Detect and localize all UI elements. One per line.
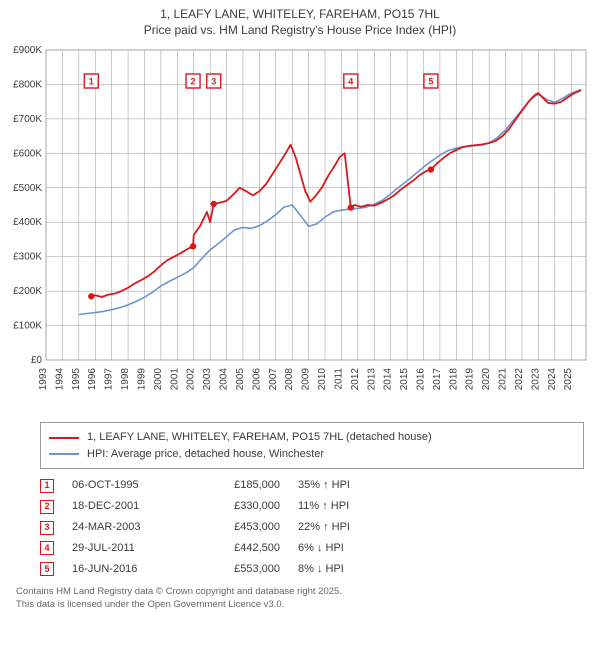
transaction-date: 29-JUL-2011 (72, 538, 172, 559)
svg-text:1997: 1997 (104, 368, 115, 391)
svg-text:2005: 2005 (235, 368, 246, 391)
svg-text:2019: 2019 (465, 368, 476, 391)
svg-text:2013: 2013 (366, 368, 377, 391)
svg-text:2012: 2012 (350, 368, 361, 391)
transaction-price: £553,000 (190, 559, 280, 580)
svg-text:2000: 2000 (153, 368, 164, 391)
legend-swatch (49, 453, 79, 455)
svg-text:2001: 2001 (169, 368, 180, 391)
title-line1: 1, LEAFY LANE, WHITELEY, FAREHAM, PO15 7… (8, 6, 592, 22)
transaction-row: 2 18-DEC-2001 £330,000 11% ↑ HPI (40, 496, 584, 517)
svg-text:5: 5 (428, 77, 433, 87)
svg-text:2007: 2007 (268, 368, 279, 391)
svg-text:3: 3 (211, 77, 216, 87)
svg-text:2024: 2024 (547, 368, 558, 391)
transaction-diff: 35% ↑ HPI (298, 475, 388, 496)
transaction-marker: 5 (40, 562, 54, 576)
svg-text:2006: 2006 (251, 368, 262, 391)
sale-point-5 (428, 167, 434, 173)
transaction-marker: 3 (40, 521, 54, 535)
svg-text:1993: 1993 (38, 368, 49, 391)
transaction-marker: 2 (40, 500, 54, 514)
svg-text:2009: 2009 (301, 368, 312, 391)
chart-area: £0 £100K £200K £300K £400K £500K £600K £700K £80… (8, 44, 592, 414)
svg-text:2011: 2011 (333, 368, 344, 390)
transactions-table: 1 06-OCT-1995 £185,000 35% ↑ HPI 2 18-DEC-200… (40, 475, 584, 579)
legend-row: HPI: Average price, detached house, Winc… (49, 446, 575, 463)
svg-text:1999: 1999 (136, 368, 147, 391)
price-chart-svg: £0 £100K £200K £300K £400K £500K £600K £700K £80… (8, 44, 592, 414)
legend: 1, LEAFY LANE, WHITELEY, FAREHAM, PO15 7… (40, 422, 584, 469)
legend-label: HPI: Average price, detached house, Winc… (87, 446, 324, 463)
svg-text:1: 1 (89, 77, 94, 87)
svg-text:2018: 2018 (448, 368, 459, 391)
sale-point-1 (88, 293, 94, 299)
transaction-row: 3 24-MAR-2003 £453,000 22% ↑ HPI (40, 517, 584, 538)
transaction-row: 4 29-JUL-2011 £442,500 6% ↓ HPI (40, 538, 584, 559)
svg-text:2004: 2004 (219, 368, 230, 391)
svg-text:1996: 1996 (87, 368, 98, 391)
svg-text:2014: 2014 (383, 368, 394, 391)
svg-text:£500K: £500K (13, 183, 42, 194)
footer-line1: Contains HM Land Registry data © Crown c… (16, 586, 584, 599)
svg-text:£300K: £300K (13, 252, 42, 263)
svg-text:£0: £0 (31, 355, 43, 366)
transaction-price: £442,500 (190, 538, 280, 559)
legend-swatch (49, 437, 79, 439)
svg-text:£600K: £600K (13, 149, 42, 160)
svg-text:£400K: £400K (13, 218, 42, 229)
transaction-price: £185,000 (190, 475, 280, 496)
transaction-price: £453,000 (190, 517, 280, 538)
transaction-diff: 11% ↑ HPI (298, 496, 388, 517)
footer-line2: This data is licensed under the Open Gov… (16, 599, 584, 612)
svg-text:2017: 2017 (432, 368, 443, 391)
svg-text:2008: 2008 (284, 368, 295, 391)
transaction-row: 1 06-OCT-1995 £185,000 35% ↑ HPI (40, 475, 584, 496)
svg-text:2025: 2025 (563, 368, 574, 391)
sale-point-3 (211, 201, 217, 207)
svg-text:1998: 1998 (120, 368, 131, 391)
svg-text:2003: 2003 (202, 368, 213, 391)
footer: Contains HM Land Registry data © Crown c… (16, 586, 584, 612)
svg-text:2022: 2022 (514, 368, 525, 391)
transaction-price: £330,000 (190, 496, 280, 517)
svg-text:2: 2 (191, 77, 196, 87)
transaction-marker: 1 (40, 479, 54, 493)
svg-text:2020: 2020 (481, 368, 492, 391)
transaction-diff: 8% ↓ HPI (298, 559, 388, 580)
svg-text:£900K: £900K (13, 45, 42, 56)
transaction-date: 06-OCT-1995 (72, 475, 172, 496)
legend-row: 1, LEAFY LANE, WHITELEY, FAREHAM, PO15 7… (49, 429, 575, 446)
sale-point-4 (348, 205, 354, 211)
legend-label: 1, LEAFY LANE, WHITELEY, FAREHAM, PO15 7… (87, 429, 432, 446)
svg-text:1995: 1995 (71, 368, 82, 391)
sale-point-2 (190, 244, 196, 250)
svg-text:£100K: £100K (13, 321, 42, 332)
chart-title: 1, LEAFY LANE, WHITELEY, FAREHAM, PO15 7… (8, 6, 592, 38)
transaction-marker: 4 (40, 541, 54, 555)
svg-text:£700K: £700K (13, 114, 42, 125)
transaction-date: 18-DEC-2001 (72, 496, 172, 517)
transaction-row: 5 16-JUN-2016 £553,000 8% ↓ HPI (40, 559, 584, 580)
svg-text:2015: 2015 (399, 368, 410, 391)
title-line2: Price paid vs. HM Land Registry's House … (8, 22, 592, 38)
svg-text:2023: 2023 (530, 368, 541, 391)
svg-text:2002: 2002 (186, 368, 197, 391)
svg-text:£800K: £800K (13, 80, 42, 91)
series-property (91, 91, 581, 298)
svg-text:4: 4 (348, 77, 353, 87)
svg-text:£200K: £200K (13, 286, 42, 297)
svg-text:1994: 1994 (54, 368, 65, 391)
svg-text:2010: 2010 (317, 368, 328, 391)
transaction-date: 16-JUN-2016 (72, 559, 172, 580)
svg-text:2021: 2021 (498, 368, 509, 391)
svg-text:2016: 2016 (416, 368, 427, 391)
transaction-diff: 22% ↑ HPI (298, 517, 388, 538)
transaction-date: 24-MAR-2003 (72, 517, 172, 538)
transaction-diff: 6% ↓ HPI (298, 538, 388, 559)
